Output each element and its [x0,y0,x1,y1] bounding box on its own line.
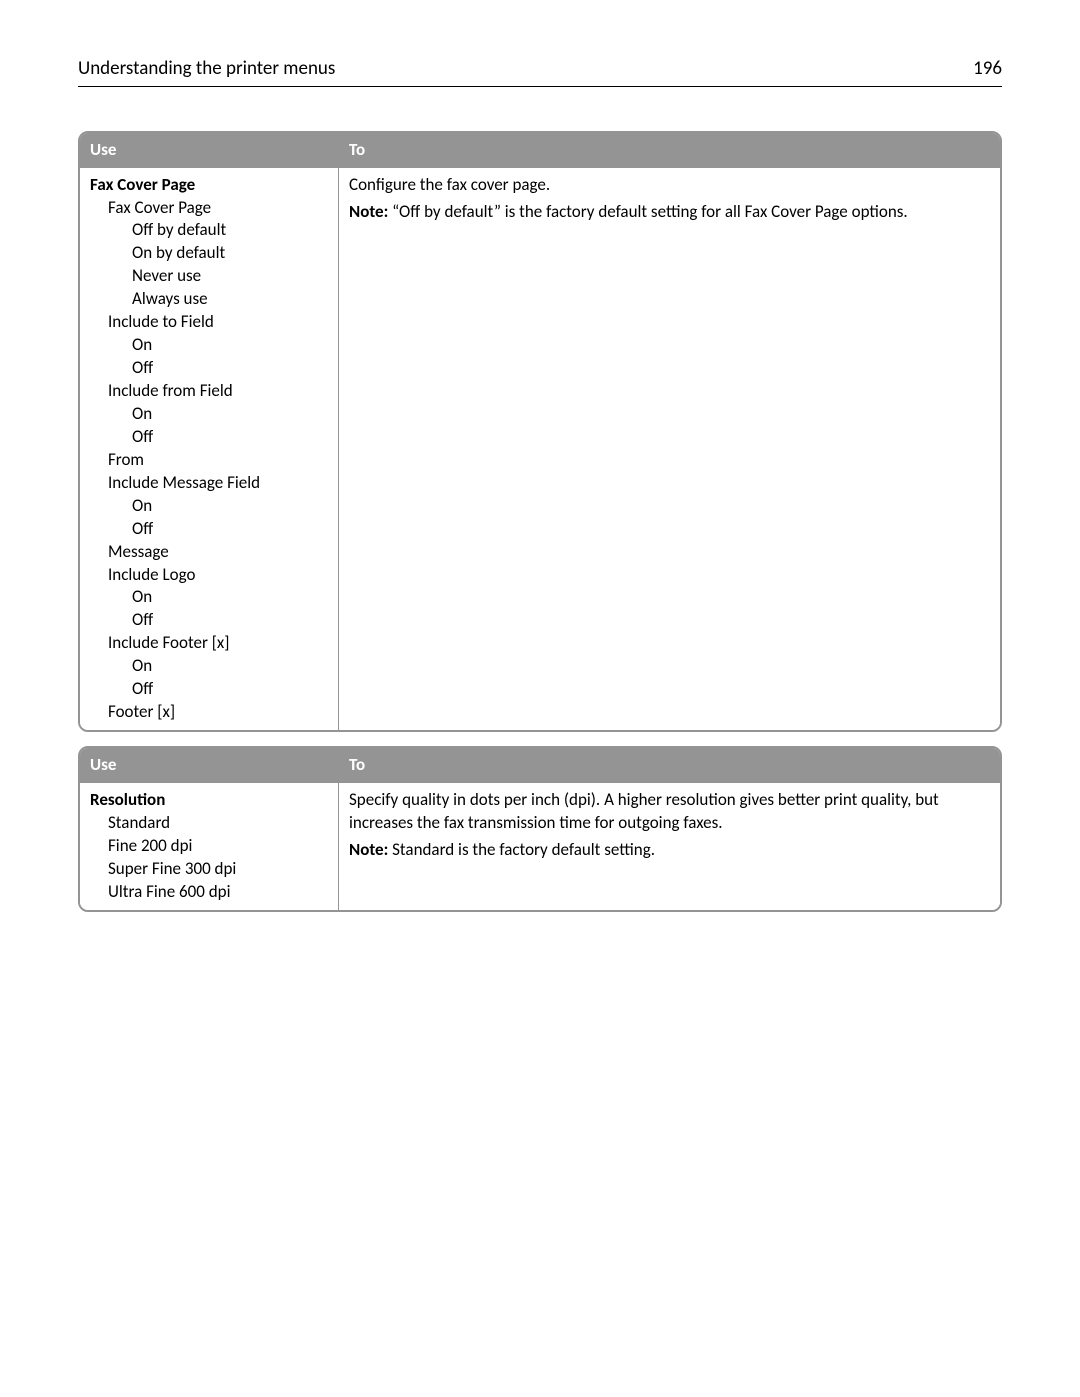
menu-option: On [90,586,332,609]
menu-option: Off by default [90,219,332,242]
menu-option: Super Fine 300 dpi [90,858,332,881]
page-header: Understanding the printer menus 196 [78,56,1002,87]
menu-option: Always use [90,288,332,311]
column-header-use: Use [80,133,338,168]
table-header-row: Use To [80,133,1000,168]
use-tree: StandardFine 200 dpiSuper Fine 300 dpiUl… [90,812,332,904]
menu-option: Fax Cover Page [90,197,332,220]
menu-option: Never use [90,265,332,288]
column-header-to: To [338,748,1000,783]
note-text: Standard is the factory default setting. [388,839,655,860]
menu-option: Include Footer [x] [90,632,332,655]
table-header-row: Use To [80,748,1000,783]
menu-option: Off [90,357,332,380]
menu-option: On by default [90,242,332,265]
use-title: Fax Cover Page [90,174,332,197]
menu-option: Off [90,518,332,541]
menu-option: Off [90,609,332,632]
use-tree: Fax Cover PageOff by defaultOn by defaul… [90,197,332,725]
menu-option: Standard [90,812,332,835]
note-label: Note: [349,839,388,860]
menu-option: On [90,495,332,518]
menu-option: On [90,655,332,678]
menu-option: On [90,334,332,357]
document-page: Understanding the printer menus 196 Use … [0,0,1080,1397]
menu-table-fax-cover-page: Use To Fax Cover Page Fax Cover PageOff … [78,131,1002,732]
description-paragraph: Note: “Off by default” is the factory de… [349,201,994,224]
description-paragraph: Specify quality in dots per inch (dpi). … [349,789,994,835]
menu-option: Message [90,541,332,564]
menu-table-resolution: Use To Resolution StandardFine 200 dpiSu… [78,746,1002,912]
menu-option: From [90,449,332,472]
menu-option: Ultra Fine 600 dpi [90,881,332,904]
menu-option: Fine 200 dpi [90,835,332,858]
note-label: Note: [349,201,388,222]
note-text: “Off by default” is the factory default … [388,201,907,222]
cell-use: Resolution StandardFine 200 dpiSuper Fin… [80,783,338,910]
table-row: Resolution StandardFine 200 dpiSuper Fin… [80,783,1000,910]
cell-to: Specify quality in dots per inch (dpi). … [338,783,1000,910]
cell-use: Fax Cover Page Fax Cover PageOff by defa… [80,168,338,731]
page-title: Understanding the printer menus [78,56,335,82]
menu-option: Include Message Field [90,472,332,495]
menu-option: Off [90,678,332,701]
page-number: 196 [973,56,1002,82]
cell-to: Configure the fax cover page. Note: “Off … [338,168,1000,731]
description-paragraph: Configure the fax cover page. [349,174,994,197]
description-paragraph: Note: Standard is the factory default se… [349,839,994,862]
use-title: Resolution [90,789,332,812]
table-row: Fax Cover Page Fax Cover PageOff by defa… [80,168,1000,731]
column-header-use: Use [80,748,338,783]
menu-option: Include from Field [90,380,332,403]
menu-option: On [90,403,332,426]
menu-option: Off [90,426,332,449]
menu-option: Include Logo [90,564,332,587]
menu-option: Include to Field [90,311,332,334]
menu-option: Footer [x] [90,701,332,724]
column-header-to: To [338,133,1000,168]
